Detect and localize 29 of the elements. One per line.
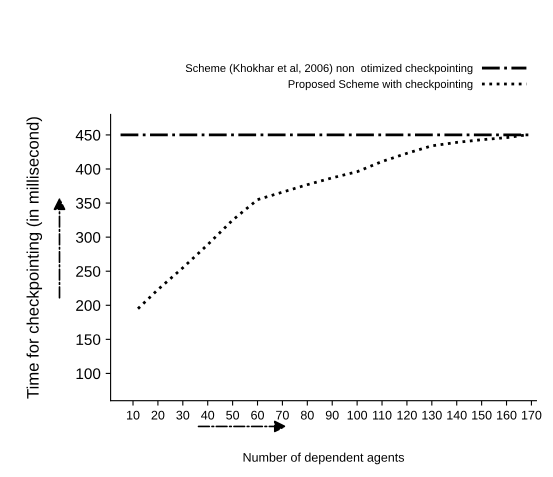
x-tick-label: 140 [447, 410, 467, 420]
y-tick-label: 350 [76, 198, 100, 209]
y-tick-label: 200 [76, 300, 100, 311]
y-tick-label: 450 [76, 130, 100, 141]
x-tick-label: 130 [422, 410, 442, 420]
x-tick-label: 100 [348, 410, 368, 420]
legend-label: Scheme (Khokhar et al, 2006) non otimized checkpointing [186, 64, 472, 74]
x-axis-title: Number of dependent agents [244, 452, 404, 464]
x-tick-label: 150 [472, 410, 492, 420]
x-tick-label: 110 [373, 410, 392, 420]
x-tick-label: 60 [251, 410, 264, 420]
x-tick-label: 50 [226, 410, 240, 420]
x-tick-label: 160 [497, 410, 516, 420]
y-tick-label: 300 [76, 232, 100, 243]
x-tick-label: 170 [522, 410, 542, 420]
x-tick-label: 20 [152, 410, 164, 420]
y-tick-label: 150 [76, 334, 100, 346]
legend-label: Proposed Scheme with checkpointing [288, 80, 472, 90]
y-tick-label: 250 [76, 266, 100, 277]
x-tick-label: 80 [300, 410, 314, 420]
x-tick-label: 10 [127, 410, 140, 420]
x-tick-label: 90 [326, 410, 339, 420]
y-tick-label: 400 [76, 164, 100, 175]
y-tick-label: 100 [76, 368, 100, 380]
x-tick-label: 70 [276, 410, 289, 420]
x-tick-label: 40 [201, 410, 214, 420]
y-axis-title: Time for checkpointing (in millisecond) [26, 117, 42, 399]
x-tick-label: 30 [176, 410, 190, 420]
x-tick-label: 120 [397, 410, 417, 420]
